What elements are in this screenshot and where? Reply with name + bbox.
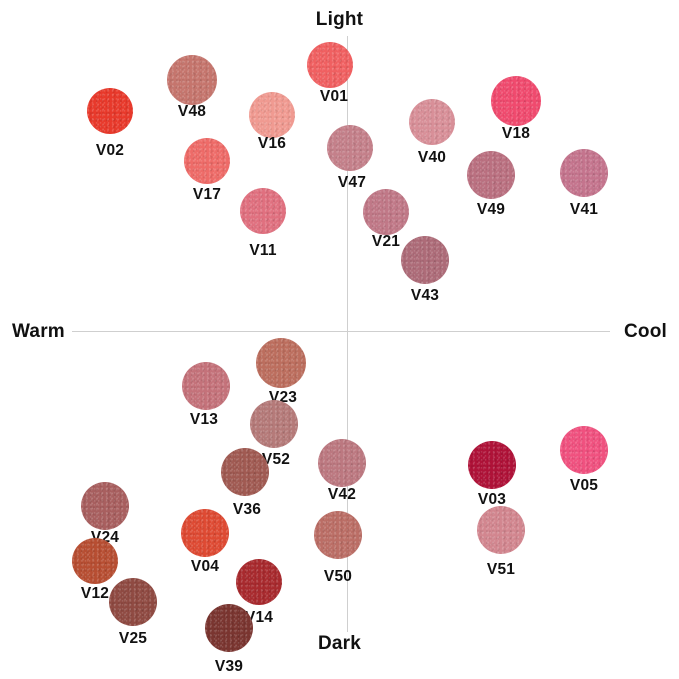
shade-swatch[interactable] <box>409 99 455 145</box>
shade-swatch[interactable] <box>109 578 157 626</box>
shade-swatch[interactable] <box>468 441 516 489</box>
shade-swatch[interactable] <box>560 149 608 197</box>
shade-swatch-label: V02 <box>95 142 125 159</box>
shade-swatch[interactable] <box>401 236 449 284</box>
shade-swatch[interactable] <box>318 439 366 487</box>
shade-swatch-label: V16 <box>257 135 287 152</box>
axis-label-dark: Dark <box>317 633 362 654</box>
axis-label-cool: Cool <box>623 321 667 342</box>
shade-swatch-label: V25 <box>118 630 148 647</box>
shade-swatch-label: V17 <box>192 186 222 203</box>
shade-swatch[interactable] <box>560 426 608 474</box>
shade-swatch[interactable] <box>256 338 306 388</box>
shade-swatch-label: V48 <box>177 103 207 120</box>
shade-swatch[interactable] <box>307 42 353 88</box>
shade-swatch[interactable] <box>87 88 133 134</box>
shade-swatch-label: V41 <box>569 201 599 218</box>
shade-swatch-label: V39 <box>214 658 244 675</box>
shade-swatch-label: V52 <box>261 451 291 468</box>
shade-swatch-label: V04 <box>190 558 220 575</box>
shade-swatch-label: V43 <box>410 287 440 304</box>
shade-swatch[interactable] <box>491 76 541 126</box>
horizontal-axis-line <box>72 331 610 332</box>
shade-swatch-label: V40 <box>417 149 447 166</box>
shade-swatch-label: V42 <box>327 486 357 503</box>
shade-swatch-label: V51 <box>486 561 516 578</box>
shade-swatch[interactable] <box>250 400 298 448</box>
shade-swatch-label: V01 <box>319 88 349 105</box>
shade-swatch-label: V03 <box>477 491 507 508</box>
shade-swatch-label: V13 <box>189 411 219 428</box>
shade-swatch-label: V05 <box>569 477 599 494</box>
shade-swatch-label: V21 <box>371 233 401 250</box>
shade-swatch-label: V18 <box>501 125 531 142</box>
shade-swatch-label: V50 <box>323 568 353 585</box>
shade-swatch[interactable] <box>167 55 217 105</box>
shade-swatch[interactable] <box>184 138 230 184</box>
shade-swatch[interactable] <box>327 125 373 171</box>
shade-swatch[interactable] <box>72 538 118 584</box>
shade-swatch[interactable] <box>467 151 515 199</box>
shade-swatch[interactable] <box>81 482 129 530</box>
shade-swatch[interactable] <box>477 506 525 554</box>
shade-swatch-label: V11 <box>249 242 277 259</box>
shade-swatch[interactable] <box>314 511 362 559</box>
shade-swatch-label: V12 <box>80 585 110 602</box>
shade-swatch[interactable] <box>236 559 282 605</box>
shade-swatch[interactable] <box>181 509 229 557</box>
axis-label-warm: Warm <box>12 321 65 342</box>
shade-swatch-label: V36 <box>232 501 262 518</box>
axis-label-light: Light <box>315 9 364 30</box>
shade-swatch[interactable] <box>363 189 409 235</box>
vertical-axis-line <box>347 36 348 632</box>
shade-swatch-label: V49 <box>476 201 506 218</box>
shade-swatch-label: V47 <box>337 174 367 191</box>
shade-swatch[interactable] <box>182 362 230 410</box>
shade-swatch[interactable] <box>249 92 295 138</box>
shade-swatch[interactable] <box>240 188 286 234</box>
shade-swatch[interactable] <box>205 604 253 652</box>
shade-swatch[interactable] <box>221 448 269 496</box>
